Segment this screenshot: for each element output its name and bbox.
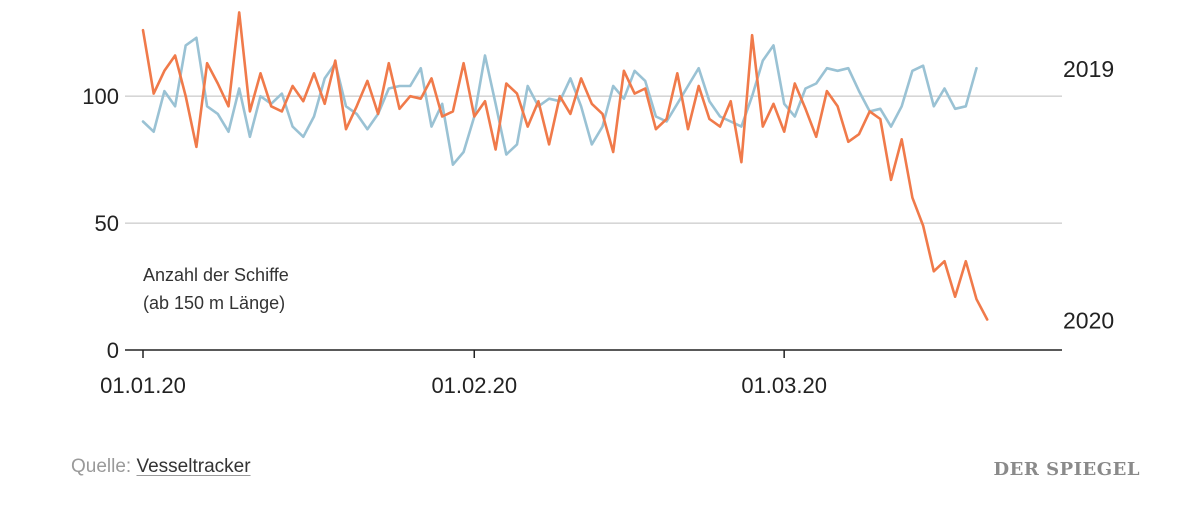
grid-lines <box>125 95 1062 224</box>
series-lines <box>141 11 989 321</box>
y-annotation-line-2: (ab 150 m Länge) <box>143 293 285 313</box>
source-note: Quelle: Vesseltracker <box>71 456 251 478</box>
series-labels: 2019 2020 <box>1063 56 1114 333</box>
x-tick-label-01.03.20: 01.03.20 <box>741 373 827 398</box>
source-link[interactable]: Vesseltracker <box>136 456 251 477</box>
line-chart: 0 50 100 01.01.20 01.02.20 01.03.20 Anzahl de… <box>82 11 1114 398</box>
series-label-2019: 2019 <box>1063 56 1114 82</box>
y-tick-label-0: 0 <box>107 338 119 363</box>
tick-labels: 0 50 100 01.01.20 01.02.20 01.03.20 <box>82 84 827 398</box>
y-annotation-line-1: Anzahl der Schiffe <box>143 265 289 285</box>
spiegel-logo: DER SPIEGEL <box>993 459 1140 480</box>
y-tick-label-50: 50 <box>95 211 119 236</box>
series-line-2020 <box>141 11 989 321</box>
series-label-2020: 2020 <box>1063 308 1114 334</box>
source-label: Quelle: <box>71 456 132 477</box>
x-tick-label-01.02.20: 01.02.20 <box>431 373 517 398</box>
y-tick-label-100: 100 <box>82 84 119 109</box>
x-tick-label-01.01.20: 01.01.20 <box>100 373 186 398</box>
